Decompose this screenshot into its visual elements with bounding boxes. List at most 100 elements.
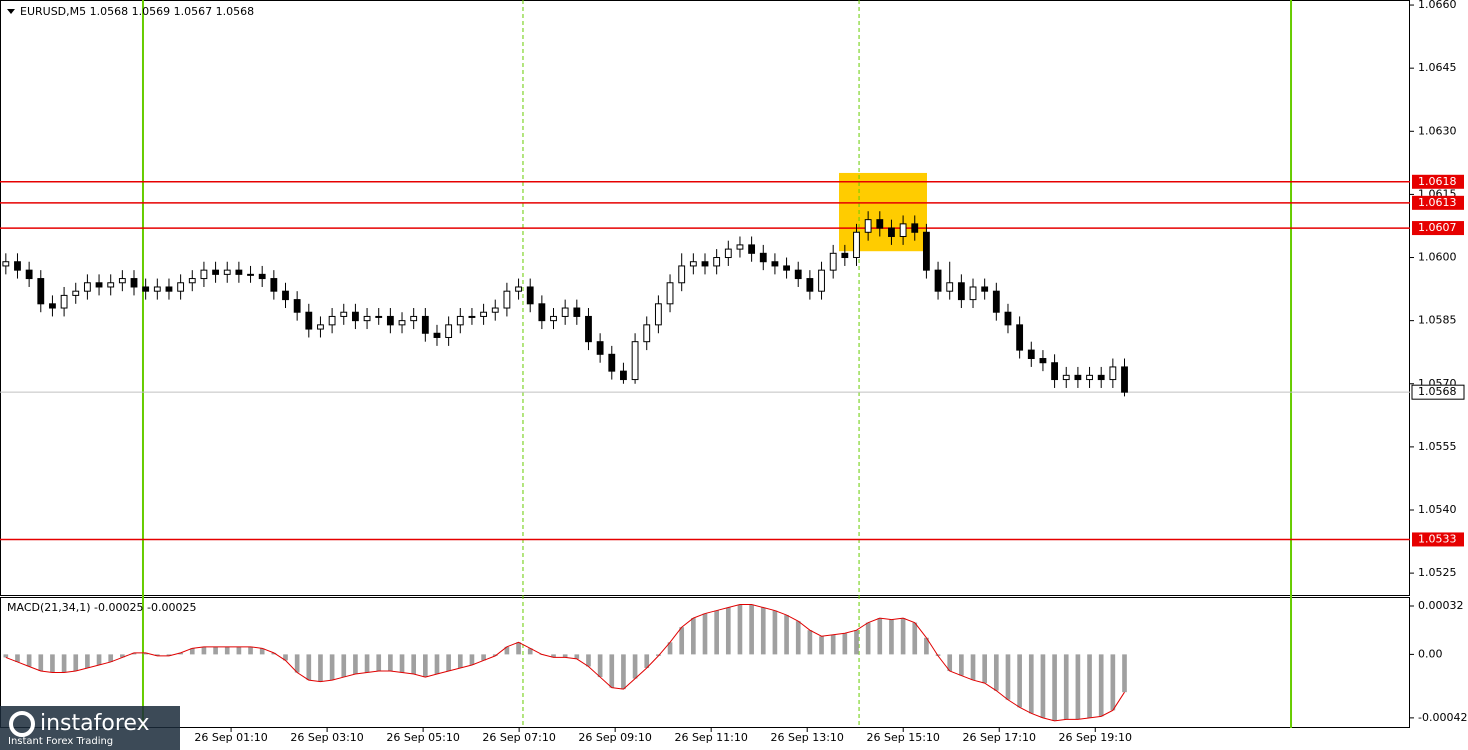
macd-bar [644,654,650,668]
candle-body [573,307,581,317]
candle-body [188,278,196,284]
candle-body [585,315,592,343]
macd-bar [131,652,137,655]
candle-body [503,290,511,309]
candle-body [107,282,115,288]
macd-bar [947,654,953,672]
macd-tick-label: 0.00032 [1418,599,1464,612]
macd-bar [597,654,603,678]
macd-bar [15,654,20,662]
candle-body [678,265,686,284]
macd-bar [1098,654,1104,717]
level-label-bg [1412,221,1464,236]
candle-body [969,286,977,301]
candle-body [1051,362,1059,381]
candle-body [946,282,954,292]
macd-tick-label: -0.00042 [1418,711,1467,724]
candle-body [2,261,10,267]
x-tick-label: 26 Sep 07:10 [482,731,555,744]
macd-bar [353,654,358,675]
macd-bar [504,646,510,655]
macd-bar [213,646,218,655]
macd-bar [1052,654,1057,721]
macd-bar [61,654,67,673]
x-tick-label: 26 Sep 09:10 [578,731,651,744]
candle-body [1016,324,1024,351]
candle-body [899,223,907,237]
macd-bar [830,634,836,655]
candle-body [876,219,884,229]
candle-body [1039,358,1047,364]
macd-bar [38,654,44,672]
macd-bar [364,654,370,673]
x-tick-label: 26 Sep 03:10 [290,731,363,744]
candle-body [934,269,942,292]
macd-bar [236,646,242,655]
macd-bar [760,607,766,655]
candle-body [981,286,989,292]
macd-bar [50,654,55,673]
candle-body [538,303,546,322]
candle-body [317,324,324,330]
level-label: 1.0613 [1418,196,1457,209]
macd-bar [667,642,673,655]
macd-bar [399,654,405,673]
y-tick-label: 1.0525 [1418,566,1457,579]
macd-bar [551,654,556,658]
candle-body [864,219,872,233]
candle-body [957,282,965,301]
macd-bar [143,652,148,655]
highlight-box [839,172,927,252]
candle-body [748,244,756,254]
macd-bar [423,654,428,678]
candle-body [352,311,359,322]
macd-bar [632,654,638,679]
macd-bar [924,637,929,655]
macd-bar [959,654,964,676]
y-tick-label: 1.0660 [1418,0,1457,11]
candle-body [247,273,254,276]
macd-bar [1028,654,1034,714]
candle-body [340,311,348,317]
candle-body [1121,366,1128,393]
candle-body [235,269,243,275]
x-tick-label: 26 Sep 17:10 [963,731,1036,744]
macd-bar [434,654,440,675]
candle-body [922,231,930,271]
chart-title: EURUSD,M5 1.0568 1.0569 1.0567 1.0568 [20,5,254,18]
candle-body [1074,374,1082,381]
macd-bar [679,627,685,655]
macd-bar [889,619,894,655]
candle-body [177,282,185,292]
y-tick-label: 1.0645 [1418,61,1457,74]
macd-bar [1110,654,1116,711]
candle-body [375,315,383,318]
x-tick-label: 26 Sep 19:10 [1059,731,1132,744]
macd-bar [574,654,580,659]
candle-body [701,261,709,267]
candle-body [200,269,208,280]
candle-body [992,290,1000,313]
candle-body [1062,374,1070,381]
macd-bar [970,654,976,681]
level-label-bg [1412,195,1464,210]
macd-tick-label: 0.00 [1418,647,1443,660]
candle-body [445,324,453,338]
candle-body [561,307,569,317]
macd-bar [749,604,754,655]
candle-body [433,332,441,338]
candle-body [456,315,464,326]
candle-body [1004,311,1012,326]
watermark-brand: instaforex [40,711,150,736]
candle-body [49,303,56,309]
macd-bar [982,654,987,684]
macd-bar [85,654,90,668]
candle-body [841,252,849,259]
macd-bar [527,648,533,655]
candle-body [759,252,767,263]
candle-body [713,257,721,267]
y-tick-label: 1.0600 [1418,251,1457,264]
macd-bar [201,646,207,655]
candle-body [153,286,161,292]
